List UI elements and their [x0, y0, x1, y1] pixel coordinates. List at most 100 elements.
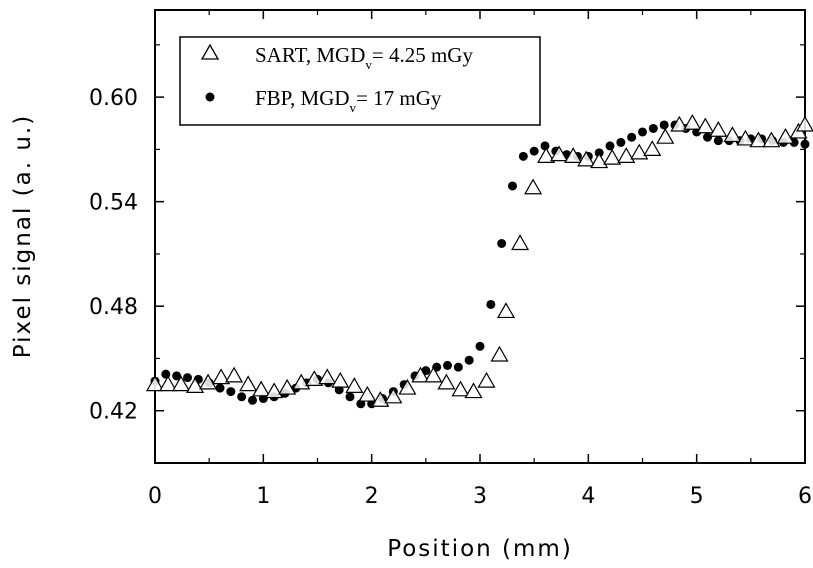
legend-label-sart-sub: v — [365, 57, 372, 72]
sart-point — [239, 375, 258, 392]
svg-text:FBP, MGDv= 17 mGy: FBP, MGDv= 17 mGy — [255, 86, 442, 115]
sart-point — [496, 302, 516, 319]
sart-point — [265, 382, 284, 399]
sart-point — [564, 147, 583, 163]
sart-point — [252, 380, 271, 397]
legend-marker-sart — [200, 43, 220, 60]
x-tick-label: 3 — [473, 484, 487, 509]
sart-point — [305, 370, 324, 386]
fbp-point — [172, 371, 182, 381]
sart-point — [411, 366, 430, 383]
sart-point — [292, 373, 311, 390]
sart-point — [199, 373, 218, 390]
sart-point — [171, 375, 191, 392]
fbp-point — [237, 392, 247, 402]
sart-point — [603, 148, 622, 165]
legend-box — [179, 36, 541, 126]
sart-point — [696, 117, 715, 134]
fbp-point — [518, 151, 528, 161]
fbp-point — [345, 392, 355, 402]
fbp-point — [486, 299, 496, 309]
sart-point — [630, 143, 649, 160]
sart-point — [643, 140, 662, 156]
fbp-point — [183, 373, 192, 383]
y-axis-title: Pixel signal (a. u.) — [10, 114, 36, 358]
sart-point — [550, 145, 569, 162]
sart-point — [318, 368, 337, 385]
sart-point — [464, 382, 483, 399]
fbp-point — [508, 181, 517, 191]
legend-label-fbp-sub: v — [350, 100, 357, 115]
sart-point — [345, 377, 364, 393]
legend-label-sart-rest: = 4.25 mGy — [372, 43, 474, 67]
sart-point — [776, 127, 795, 144]
sart-point — [683, 114, 702, 130]
fbp-point — [648, 123, 658, 133]
fbp-point — [497, 238, 507, 248]
sart-point — [590, 152, 609, 169]
sart-point — [358, 385, 377, 402]
sart-point — [451, 380, 470, 397]
sart-point — [511, 234, 530, 251]
sart-point — [145, 375, 165, 392]
sart-point — [225, 366, 244, 383]
sart-point — [656, 127, 675, 144]
fbp-point — [659, 120, 669, 130]
sart-point — [331, 371, 350, 388]
sart-point — [437, 373, 456, 390]
x-tick-label: 6 — [798, 484, 812, 509]
sart-point — [670, 115, 689, 132]
sart-point — [477, 371, 496, 388]
sart-point — [762, 131, 781, 148]
sart-point — [709, 121, 728, 137]
sart-point — [749, 131, 768, 148]
sart-point — [537, 147, 556, 163]
fbp-point — [638, 127, 647, 137]
fbp-point — [215, 383, 225, 393]
sart-point — [490, 345, 509, 362]
sart-point — [384, 387, 403, 404]
x-tick-label: 5 — [690, 484, 704, 509]
sart-point — [723, 126, 742, 143]
sart-point — [577, 150, 596, 167]
fbp-point — [248, 395, 257, 405]
y-tick-label: 0.48 — [89, 295, 138, 320]
fbp-point — [464, 355, 474, 365]
sart-point — [424, 366, 443, 383]
x-tick-label: 2 — [365, 484, 379, 509]
fbp-point — [529, 146, 539, 156]
fbp-point — [605, 141, 615, 151]
x-axis-ticks: 0 1 2 3 4 5 6 — [148, 10, 812, 509]
svg-text:SART, MGDv= 4.25 mGy: SART, MGDv= 4.25 mGy — [255, 43, 473, 72]
sart-point — [617, 147, 636, 163]
fbp-point — [540, 141, 550, 151]
y-axis-ticks: 0.42 0.48 0.54 0.60 — [89, 44, 805, 425]
fbp-point — [443, 360, 452, 370]
sart-point — [278, 378, 297, 395]
fbp-point — [713, 136, 723, 146]
x-tick-label: 4 — [581, 484, 595, 509]
sart-point — [186, 377, 205, 393]
fbp-point — [800, 139, 810, 149]
sart-point — [795, 115, 813, 132]
sart-point — [212, 368, 231, 385]
legend-label-fbp-main: FBP, MGD — [255, 86, 350, 110]
sart-point — [736, 129, 755, 146]
fbp-point — [703, 132, 712, 142]
legend-marker-fbp — [205, 92, 215, 102]
fbp-point — [616, 137, 626, 147]
sart-point — [398, 378, 417, 395]
sart-point — [371, 391, 390, 407]
data-marks — [145, 114, 813, 409]
y-tick-label: 0.42 — [89, 400, 138, 425]
legend: SART, MGDv= 4.25 mGy FBP, MGDv= 17 mGy — [179, 36, 541, 126]
fbp-point — [226, 387, 236, 397]
x-tick-label: 1 — [256, 484, 270, 509]
x-axis-title: Position (mm) — [387, 536, 573, 562]
y-tick-label: 0.60 — [89, 86, 138, 111]
y-tick-label: 0.54 — [89, 191, 138, 216]
legend-label-fbp-rest: = 17 mGy — [356, 86, 442, 110]
fbp-point — [627, 132, 637, 142]
x-tick-label: 0 — [148, 484, 162, 509]
